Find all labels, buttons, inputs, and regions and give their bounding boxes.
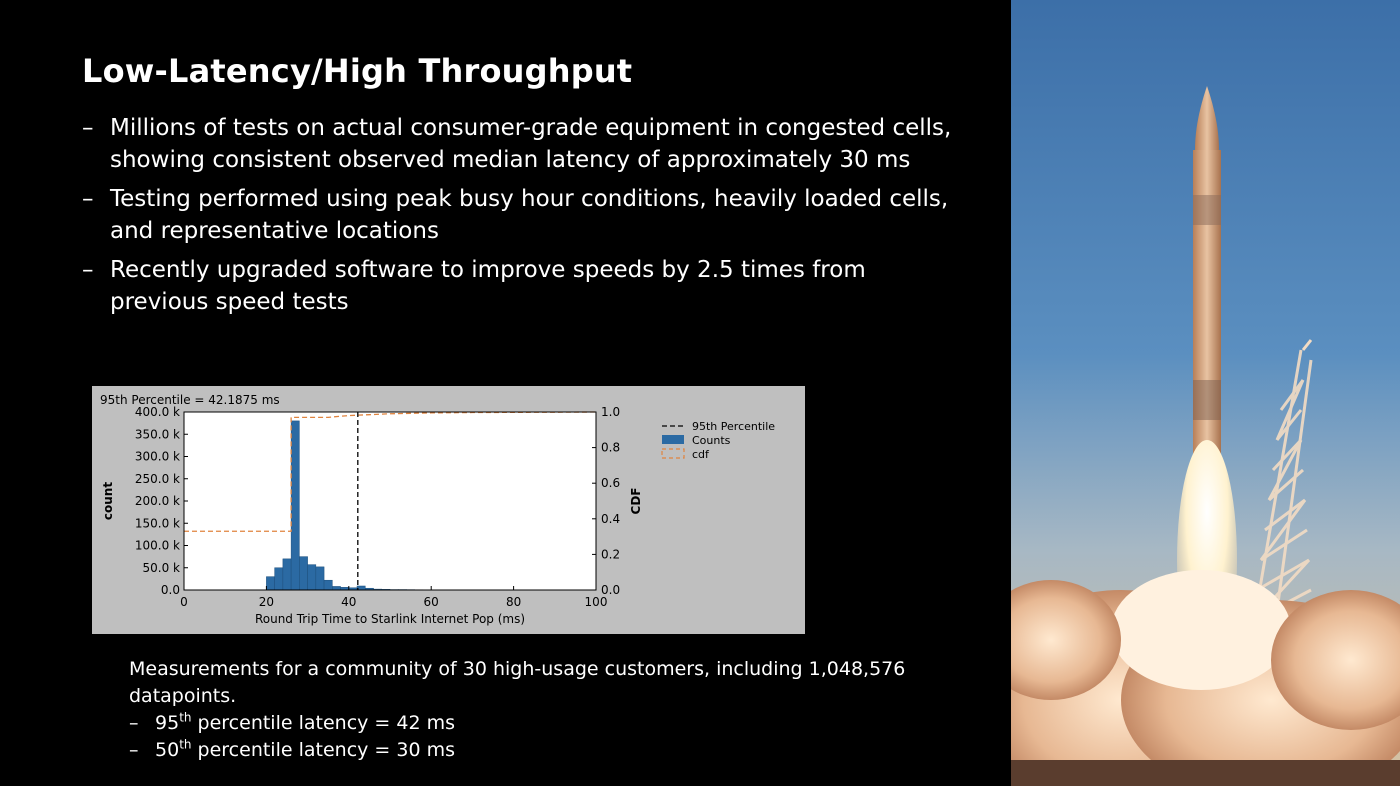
y-tick-label: 200.0 k [135,494,180,508]
y2-tick-label: 0.6 [601,476,620,490]
y2-tick-label: 0.2 [601,547,620,561]
bullet-item: – Testing performed using peak busy hour … [82,183,962,247]
y-tick-label: 0.0 [161,583,180,597]
y2-tick-label: 0.4 [601,512,620,526]
p50-ordinal: 50 [155,739,180,761]
y-tick-label: 300.0 k [135,450,180,464]
chart-caption: Measurements for a community of 30 high-… [129,656,929,764]
legend-swatch-counts [662,435,684,444]
histogram-bar [290,420,300,591]
bullet-item: – Recently upgraded software to improve s… [82,254,962,318]
legend-label-percentile: 95th Percentile [692,420,775,433]
y-tick-label: 50.0 k [143,561,181,575]
histogram-bar [315,566,325,591]
y-tick-label: 400.0 k [135,405,180,419]
dash-mark: – [82,186,94,212]
x-tick-label: 40 [341,595,356,609]
percentile-annotation: 95th Percentile = 42.1875 ms [100,393,280,407]
dash-mark: – [82,257,94,283]
p95-suffix: th [179,710,192,725]
latency-chart: 0.0 50.0 k 100.0 k 150.0 k 200.0 k 250.0 k 300… [92,386,805,634]
y2-tick-label: 1.0 [601,405,620,419]
histogram-bar [274,567,284,591]
histogram-bar [299,556,308,591]
y-tick-label: 350.0 k [135,427,180,441]
y2-tick-label: 0.8 [601,441,620,455]
y-axis-label: count [101,482,115,520]
x-tick-label: 80 [506,595,521,609]
p95-text: percentile latency = 42 ms [191,712,456,734]
x-tick-label: 20 [259,595,274,609]
rocket-launch-photo [1011,0,1400,786]
x-tick-label: 100 [585,595,608,609]
bullet-list: – Millions of tests on actual consumer-gr… [82,112,962,325]
y2-tick-label: 0.0 [601,583,620,597]
p95-ordinal: 95 [155,712,180,734]
histogram-bar [282,558,292,591]
y-tick-label: 100.0 k [135,539,180,553]
y-tick-label: 250.0 k [135,472,180,486]
x-tick-label: 60 [424,595,439,609]
histogram-bar [266,576,275,591]
chart-svg: 0.0 50.0 k 100.0 k 150.0 k 200.0 k 250.0 k 300… [100,393,775,626]
y-tick-label: 150.0 k [135,516,180,530]
p50-text: percentile latency = 30 ms [191,739,456,761]
bullet-text: Millions of tests on actual consumer-gra… [110,115,952,173]
histogram-bar [332,586,341,591]
rocket-launch-image [1011,0,1400,786]
dash-mark: – [129,712,139,734]
bullet-text: Testing performed using peak busy hour c… [110,186,949,244]
slide-title: Low-Latency/High Throughput [82,52,633,90]
dash-mark: – [129,739,139,761]
bullet-item: – Millions of tests on actual consumer-gr… [82,112,962,176]
p50-suffix: th [179,737,192,752]
legend-label-counts: Counts [692,434,731,447]
caption-p95: –95th percentile latency = 42 ms [129,710,929,737]
x-tick-label: 0 [180,595,188,609]
plot-area [184,412,596,590]
caption-text: Measurements for a community of 30 high-… [129,658,906,707]
histogram-bar [323,579,333,591]
histogram-bar [307,564,317,591]
dash-mark: – [82,115,94,141]
legend-label-cdf: cdf [692,448,710,461]
bullet-text: Recently upgraded software to improve sp… [110,257,866,315]
legend-swatch-cdf [661,448,685,459]
x-axis-label: Round Trip Time to Starlink Internet Pop… [255,612,525,626]
caption-p50: –50th percentile latency = 30 ms [129,737,929,764]
y2-axis-label: CDF [629,488,643,515]
